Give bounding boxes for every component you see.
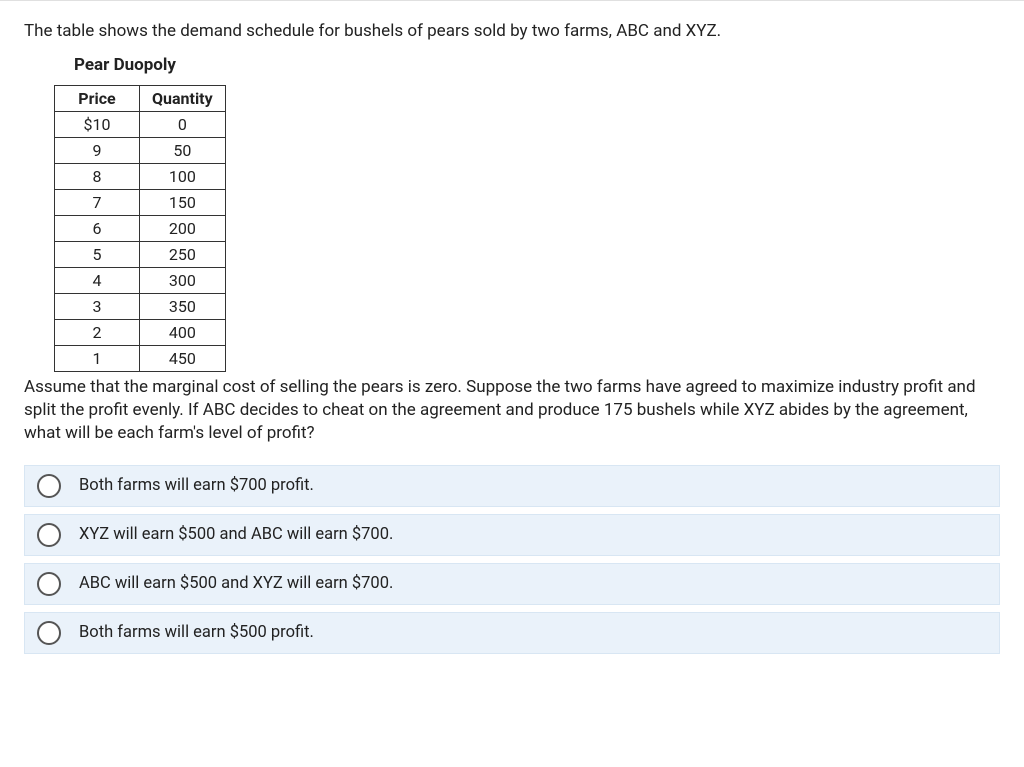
answer-option[interactable]: Both farms will earn $500 profit. (24, 612, 1000, 654)
table-cell: 4 (55, 268, 140, 294)
table-row: 3350 (55, 294, 226, 320)
table-cell: 150 (140, 190, 226, 216)
followup-text: Assume that the marginal cost of selling… (24, 376, 1000, 445)
intro-text: The table shows the demand schedule for … (24, 21, 1000, 41)
table-cell: 300 (140, 268, 226, 294)
demand-table: Price Quantity $100950810071506200525043… (54, 85, 226, 372)
table-cell: 450 (140, 346, 226, 372)
options-list: Both farms will earn $700 profit. XYZ wil… (24, 465, 1000, 654)
question-container: The table shows the demand schedule for … (0, 0, 1024, 691)
table-row: 950 (55, 138, 226, 164)
answer-option[interactable]: XYZ will earn $500 and ABC will earn $70… (24, 514, 1000, 556)
table-cell: 5 (55, 242, 140, 268)
radio-icon[interactable] (37, 474, 61, 498)
table-row: 1450 (55, 346, 226, 372)
table-cell: 6 (55, 216, 140, 242)
table-cell: 7 (55, 190, 140, 216)
table-row: 2400 (55, 320, 226, 346)
table-cell: 1 (55, 346, 140, 372)
table-cell: 0 (140, 112, 226, 138)
table-row: 7150 (55, 190, 226, 216)
table-row: 6200 (55, 216, 226, 242)
table-cell: $10 (55, 112, 140, 138)
option-label: XYZ will earn $500 and ABC will earn $70… (79, 525, 393, 544)
table-row: $100 (55, 112, 226, 138)
table-cell: 9 (55, 138, 140, 164)
table-row: 8100 (55, 164, 226, 190)
option-label: ABC will earn $500 and XYZ will earn $70… (79, 574, 393, 593)
option-label: Both farms will earn $700 profit. (79, 476, 314, 495)
table-row: 5250 (55, 242, 226, 268)
table-cell: 8 (55, 164, 140, 190)
answer-option[interactable]: Both farms will earn $700 profit. (24, 465, 1000, 507)
table-cell: 350 (140, 294, 226, 320)
answer-option[interactable]: ABC will earn $500 and XYZ will earn $70… (24, 563, 1000, 605)
table-cell: 100 (140, 164, 226, 190)
radio-icon[interactable] (37, 523, 61, 547)
col-header-quantity: Quantity (140, 86, 226, 112)
table-title: Pear Duopoly (74, 55, 1000, 75)
table-row: 4300 (55, 268, 226, 294)
radio-icon[interactable] (37, 572, 61, 596)
table-cell: 50 (140, 138, 226, 164)
table-cell: 400 (140, 320, 226, 346)
table-cell: 2 (55, 320, 140, 346)
radio-icon[interactable] (37, 621, 61, 645)
table-cell: 250 (140, 242, 226, 268)
option-label: Both farms will earn $500 profit. (79, 623, 314, 642)
col-header-price: Price (55, 86, 140, 112)
table-cell: 3 (55, 294, 140, 320)
table-cell: 200 (140, 216, 226, 242)
